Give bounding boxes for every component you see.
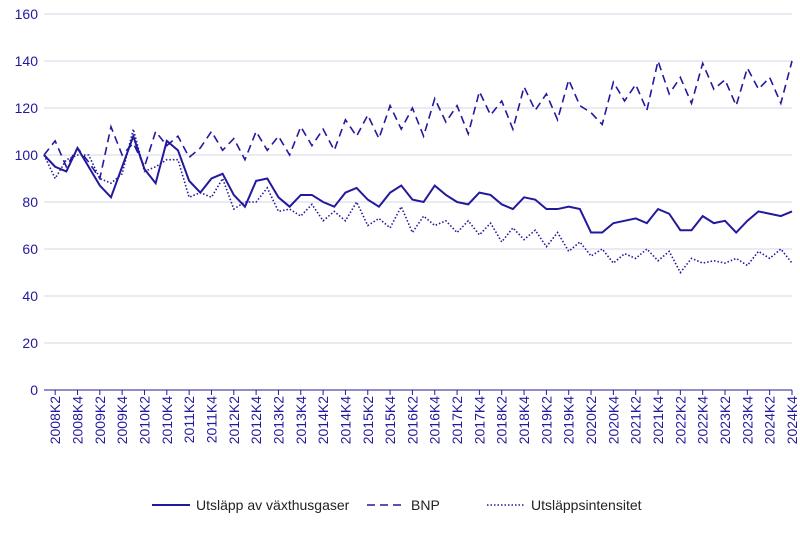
x-tick-label: 2023K2	[717, 396, 733, 444]
x-tick-label: 2014K4	[337, 396, 353, 444]
x-tick-label: 2024K2	[762, 396, 778, 444]
x-tick-label: 2009K4	[114, 396, 130, 444]
x-tick-label: 2012K4	[248, 396, 264, 444]
series-line	[43, 58, 793, 181]
x-tick-label: 2013K2	[270, 396, 286, 444]
x-tick-label: 2017K2	[449, 396, 465, 444]
x-tick-label: 2021K4	[650, 396, 666, 444]
x-tick-label: 2022K2	[672, 396, 688, 444]
x-tick-label: 2019K2	[538, 396, 554, 444]
legend-label: Utsläpp av växthusgaser	[196, 497, 350, 513]
x-tick-label: 2008K4	[69, 396, 85, 444]
y-tick-label: 40	[22, 288, 38, 304]
y-tick-label: 0	[30, 382, 38, 398]
y-tick-label: 80	[22, 194, 38, 210]
x-tick-label: 2009K2	[92, 396, 108, 444]
x-tick-label: 2015K2	[360, 396, 376, 444]
y-tick-label: 20	[22, 335, 38, 351]
x-tick-label: 2011K4	[203, 396, 219, 443]
x-tick-label: 2018K2	[494, 396, 510, 444]
legend-label: Utsläppsintensitet	[531, 497, 642, 513]
x-tick-label: 2010K2	[136, 396, 152, 444]
series-line	[43, 133, 793, 235]
x-tick-label: 2024K4	[784, 396, 800, 444]
x-tick-label: 2017K4	[471, 396, 487, 444]
x-tick-label: 2020K4	[605, 396, 621, 444]
x-tick-label: 2016K4	[427, 396, 443, 444]
x-tick-label: 2012K2	[226, 396, 242, 444]
y-tick-label: 60	[22, 241, 38, 257]
x-tick-label: 2020K2	[583, 396, 599, 444]
x-tick-label: 2021K2	[628, 396, 644, 444]
y-tick-label: 100	[15, 147, 39, 163]
x-tick-label: 2008K2	[47, 396, 63, 444]
x-tick-label: 2011K2	[181, 396, 197, 443]
x-tick-label: 2015K4	[382, 396, 398, 444]
x-tick-label: 2010K4	[159, 396, 175, 444]
legend-label: BNP	[411, 497, 440, 513]
x-tick-label: 2023K4	[739, 396, 755, 444]
x-tick-label: 2018K4	[516, 396, 532, 444]
x-tick-label: 2022K4	[695, 396, 711, 444]
y-tick-label: 160	[15, 6, 39, 22]
x-tick-label: 2013K4	[293, 396, 309, 444]
x-tick-label: 2014K2	[315, 396, 331, 444]
x-tick-label: 2016K2	[404, 396, 420, 444]
x-tick-label: 2019K4	[561, 396, 577, 444]
y-tick-label: 120	[15, 100, 39, 116]
y-tick-label: 140	[15, 53, 39, 69]
